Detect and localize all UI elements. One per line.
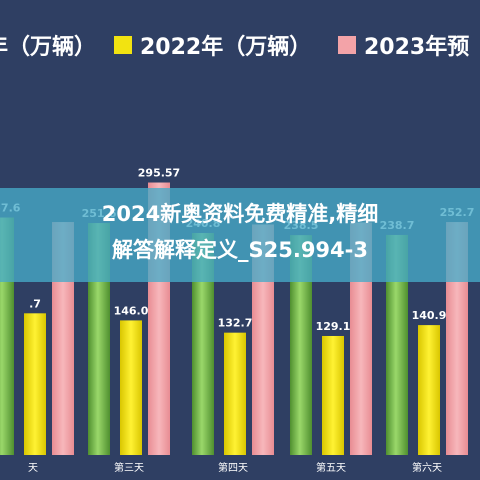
legend-label-2023: 2023年预 (364, 34, 469, 60)
value-label-2022-1: 146.0 (114, 304, 149, 317)
x-tick-label-1: 第三天 (114, 461, 144, 474)
value-label-2023-1: 295.57 (138, 167, 180, 180)
value-label-2022-3: 129.1 (316, 320, 351, 333)
legend-label-2022: 2022年（万辆） (140, 34, 311, 60)
overlay-caption: 2024新奥资料免费精准,精细 解答解释定义_S25.994-3 (0, 196, 480, 268)
x-axis-ticks: 天 第三天 第四天 第五天 第六天 (28, 461, 442, 474)
bar-2023-2 (252, 224, 274, 455)
bar-2021-3 (290, 235, 312, 455)
bar-2022-0 (24, 313, 46, 455)
overlay-banner (0, 188, 480, 282)
bar-2022-1 (120, 320, 142, 455)
x-tick-label-0: 天 (28, 463, 38, 474)
bar-2021-4 (386, 234, 408, 455)
bar-2022-3 (322, 335, 344, 455)
x-tick-label-2: 第四天 (218, 461, 248, 474)
legend-swatch-2022 (114, 36, 132, 54)
legend-swatch-2023 (338, 36, 356, 54)
value-label-2022-2: 132.7 (218, 317, 253, 330)
legend-label-2021: 年（万辆） (0, 34, 96, 60)
bar-2022-4 (418, 325, 440, 455)
value-label-2022-4: 140.9 (412, 309, 447, 322)
x-tick-label-4: 第六天 (412, 461, 442, 474)
bar-2021-2 (192, 233, 214, 455)
bar-2022-2 (224, 332, 246, 455)
legend: 年（万辆） 2022年（万辆） 2023年预 (0, 34, 469, 60)
x-tick-label-3: 第五天 (316, 461, 346, 474)
overlay-line-1: 2024新奥资料免费精准,精细 (101, 202, 379, 226)
value-label-2022-0: .7 (29, 297, 41, 310)
overlay-line-2: 解答解释定义_S25.994-3 (112, 238, 368, 262)
